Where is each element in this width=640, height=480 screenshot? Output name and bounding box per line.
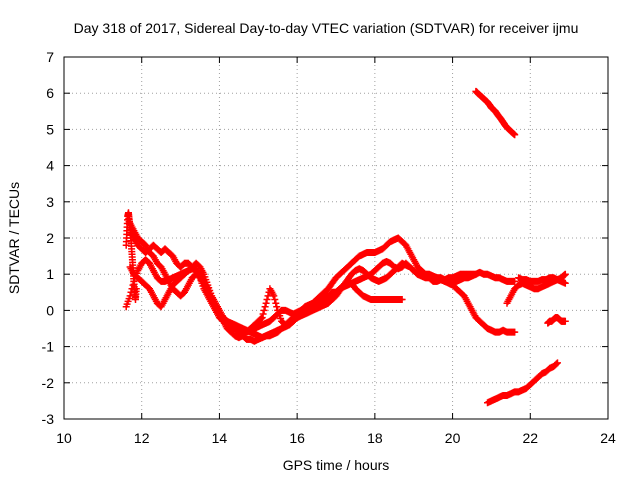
data-point	[511, 131, 519, 139]
x-tick-label: 20	[445, 430, 461, 446]
y-tick-label: 5	[46, 121, 54, 137]
x-axis-label: GPS time / hours	[283, 457, 390, 473]
data-point	[273, 303, 281, 311]
y-tick-label: 2	[46, 230, 54, 246]
data-point	[398, 296, 406, 303]
y-tick-label: -2	[42, 375, 55, 391]
series-late-track-b	[515, 274, 569, 287]
y-tick-label: 1	[46, 266, 54, 282]
data-point	[259, 310, 267, 318]
x-tick-label: 16	[289, 430, 305, 446]
data-point	[561, 279, 569, 287]
data-point	[132, 285, 140, 293]
chart-title: Day 318 of 2017, Sidereal Day-to-day VTE…	[74, 20, 579, 36]
y-axis-label: SDTVAR / TECUs	[6, 182, 22, 294]
data-point	[261, 303, 269, 311]
data-point	[554, 359, 561, 367]
data-point	[511, 328, 519, 336]
series-track-d	[126, 220, 480, 342]
y-tick-label: 4	[46, 158, 54, 174]
y-tick-label: -1	[42, 339, 55, 355]
data-point	[511, 277, 519, 285]
data-point	[561, 317, 569, 325]
y-tick-label: 3	[46, 194, 54, 210]
data-point	[553, 360, 560, 368]
x-tick-label: 10	[56, 430, 72, 446]
x-tick-label: 14	[212, 430, 228, 446]
y-tick-label: -3	[42, 411, 55, 427]
data-points	[122, 87, 569, 407]
data-point	[561, 270, 569, 278]
y-tick-label: 6	[46, 85, 54, 101]
data-point	[262, 299, 270, 307]
data-point	[272, 299, 280, 307]
data-point	[257, 315, 265, 322]
data-point	[472, 270, 480, 278]
data-point	[258, 314, 266, 322]
series-upper-arc	[472, 87, 519, 139]
data-point	[271, 296, 279, 303]
series-start-spike	[122, 209, 140, 303]
data-point	[260, 306, 268, 314]
x-tick-label: 18	[367, 430, 383, 446]
data-point	[263, 296, 271, 303]
y-tick-label: 7	[46, 49, 54, 65]
x-tick-label: 22	[522, 430, 538, 446]
series-lower-arc	[484, 359, 561, 407]
x-tick-label: 12	[134, 430, 150, 446]
data-point	[270, 292, 278, 300]
series-late-track-c	[544, 314, 569, 327]
grid-lines	[64, 57, 608, 419]
y-tick-label: 0	[46, 302, 54, 318]
x-tick-label: 24	[600, 430, 616, 446]
